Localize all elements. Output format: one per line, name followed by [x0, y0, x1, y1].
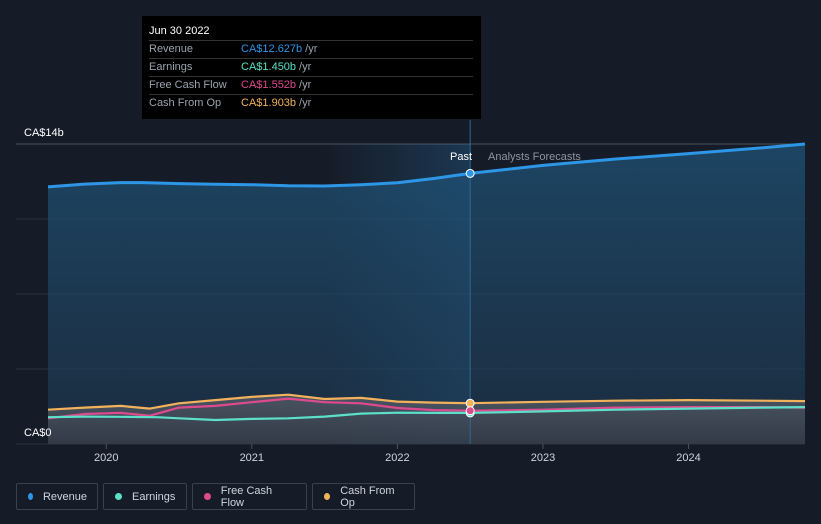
tooltip-row-cash-from-op: Cash From Op CA$1.903b /yr: [149, 95, 473, 112]
x-tick-label: 2020: [94, 452, 118, 464]
x-tick-label: 2022: [385, 452, 409, 464]
tooltip-row-earnings: Earnings CA$1.450b /yr: [149, 59, 473, 77]
tooltip-label: Revenue: [149, 43, 194, 55]
marker-cash-from-op: [465, 398, 475, 408]
marker-revenue: [465, 168, 475, 178]
x-tick-label: 2021: [240, 452, 264, 464]
tooltip-label: Earnings: [149, 61, 193, 73]
area-fills: [48, 144, 805, 444]
legend-dot-icon: [204, 493, 211, 500]
series-line-free-cash-flow: [47, 397, 806, 420]
legend-item-earnings[interactable]: Earnings: [103, 483, 187, 510]
y-axis-bottom-label: CA$0: [24, 427, 52, 439]
legend-dot-icon: [28, 493, 33, 500]
legend-label: Revenue: [42, 490, 87, 503]
tooltip-unit: /yr: [299, 61, 312, 73]
legend-label: Free Cash Flow: [220, 484, 273, 509]
tooltip-value: CA$12.627b: [241, 43, 303, 55]
x-tick-label: 2023: [531, 452, 555, 464]
tooltip-date: Jun 30 2022: [149, 22, 473, 41]
hover-markers: [465, 168, 475, 418]
analysts-forecasts-label: Analysts Forecasts: [488, 151, 581, 163]
series-line-cash-from-op: [47, 393, 806, 411]
series-line-earnings: [47, 406, 806, 422]
tooltip: Jun 30 2022 Revenue CA$12.627b /yr Earni…: [142, 16, 481, 119]
legend-dot-icon: [115, 493, 122, 500]
tooltip-row-revenue: Revenue CA$12.627b /yr: [149, 41, 473, 59]
tooltip-unit: /yr: [299, 97, 312, 109]
tooltip-value: CA$1.450b: [241, 61, 297, 73]
tooltip-label: Cash From Op: [149, 97, 222, 109]
legend-item-revenue[interactable]: Revenue: [16, 483, 98, 510]
past-label: Past: [450, 151, 472, 163]
revenue-area: [48, 144, 805, 444]
legend-item-free-cash-flow[interactable]: Free Cash Flow: [192, 483, 307, 510]
marker-free-cash-flow: [465, 406, 475, 416]
tooltip-unit: /yr: [299, 79, 312, 91]
tooltip-value: CA$1.903b: [241, 97, 297, 109]
x-axis-ticks: 2020 2021 2022 2023 2024: [94, 444, 701, 464]
tooltip-row-free-cash-flow: Free Cash Flow CA$1.552b /yr: [149, 77, 473, 95]
legend-dot-icon: [324, 493, 331, 500]
tooltip-value: CA$1.552b: [241, 79, 297, 91]
legend: Revenue Earnings Free Cash Flow Cash Fro…: [16, 483, 415, 510]
legend-item-cash-from-op[interactable]: Cash From Op: [312, 483, 415, 510]
legend-label: Cash From Op: [340, 484, 395, 509]
tooltip-unit: /yr: [305, 43, 318, 55]
legend-label: Earnings: [132, 490, 176, 503]
y-axis-top-label: CA$14b: [24, 127, 64, 139]
x-tick-label: 2024: [676, 452, 700, 464]
series-line-revenue: [47, 142, 806, 189]
tooltip-label: Free Cash Flow: [149, 79, 227, 91]
series-lines: [47, 142, 806, 422]
